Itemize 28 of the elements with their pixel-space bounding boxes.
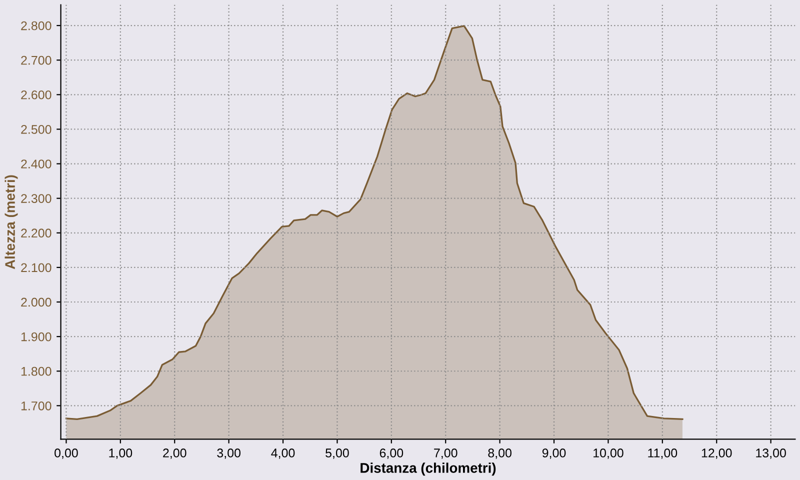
x-tick-label: 4,00 [271, 448, 295, 459]
y-tick-label: 2.800 [21, 21, 52, 30]
y-tick-label: 1.800 [21, 366, 52, 376]
x-tick-label: 2,00 [163, 448, 186, 459]
x-tick-label: 12,00 [702, 448, 732, 459]
x-tick-label: 6,00 [380, 448, 404, 459]
x-axis-title: Distanza (chilometri) [360, 462, 496, 476]
x-tick-label: 8,00 [488, 448, 512, 459]
x-tick-label: 7,00 [434, 448, 458, 459]
x-tick-label: 0,00 [54, 448, 78, 459]
y-tick-label: 1.900 [21, 332, 52, 342]
y-tick-label: 1.700 [21, 401, 52, 410]
y-tick-label: 2.600 [21, 90, 52, 100]
x-tick-label: 5,00 [326, 448, 349, 459]
x-tick-label: 10,00 [594, 448, 624, 459]
x-tick-label: 11,00 [648, 448, 678, 459]
y-tick-label: 2.700 [21, 56, 52, 65]
y-tick-label: 2.400 [21, 160, 52, 168]
x-tick-label: 9,00 [542, 448, 566, 459]
y-tick-label: 2.500 [21, 125, 52, 134]
x-tick-label: 1,00 [109, 448, 132, 459]
x-tick-label: 13,00 [756, 448, 786, 459]
y-tick-label: 2.200 [21, 228, 52, 238]
y-tick-label: 2.000 [21, 298, 52, 307]
y-axis-title: Altezza (metri) [4, 175, 18, 270]
y-tick-label: 2.100 [21, 263, 52, 272]
y-tick-label: 2.300 [21, 194, 52, 203]
x-tick-label: 3,00 [217, 448, 240, 459]
